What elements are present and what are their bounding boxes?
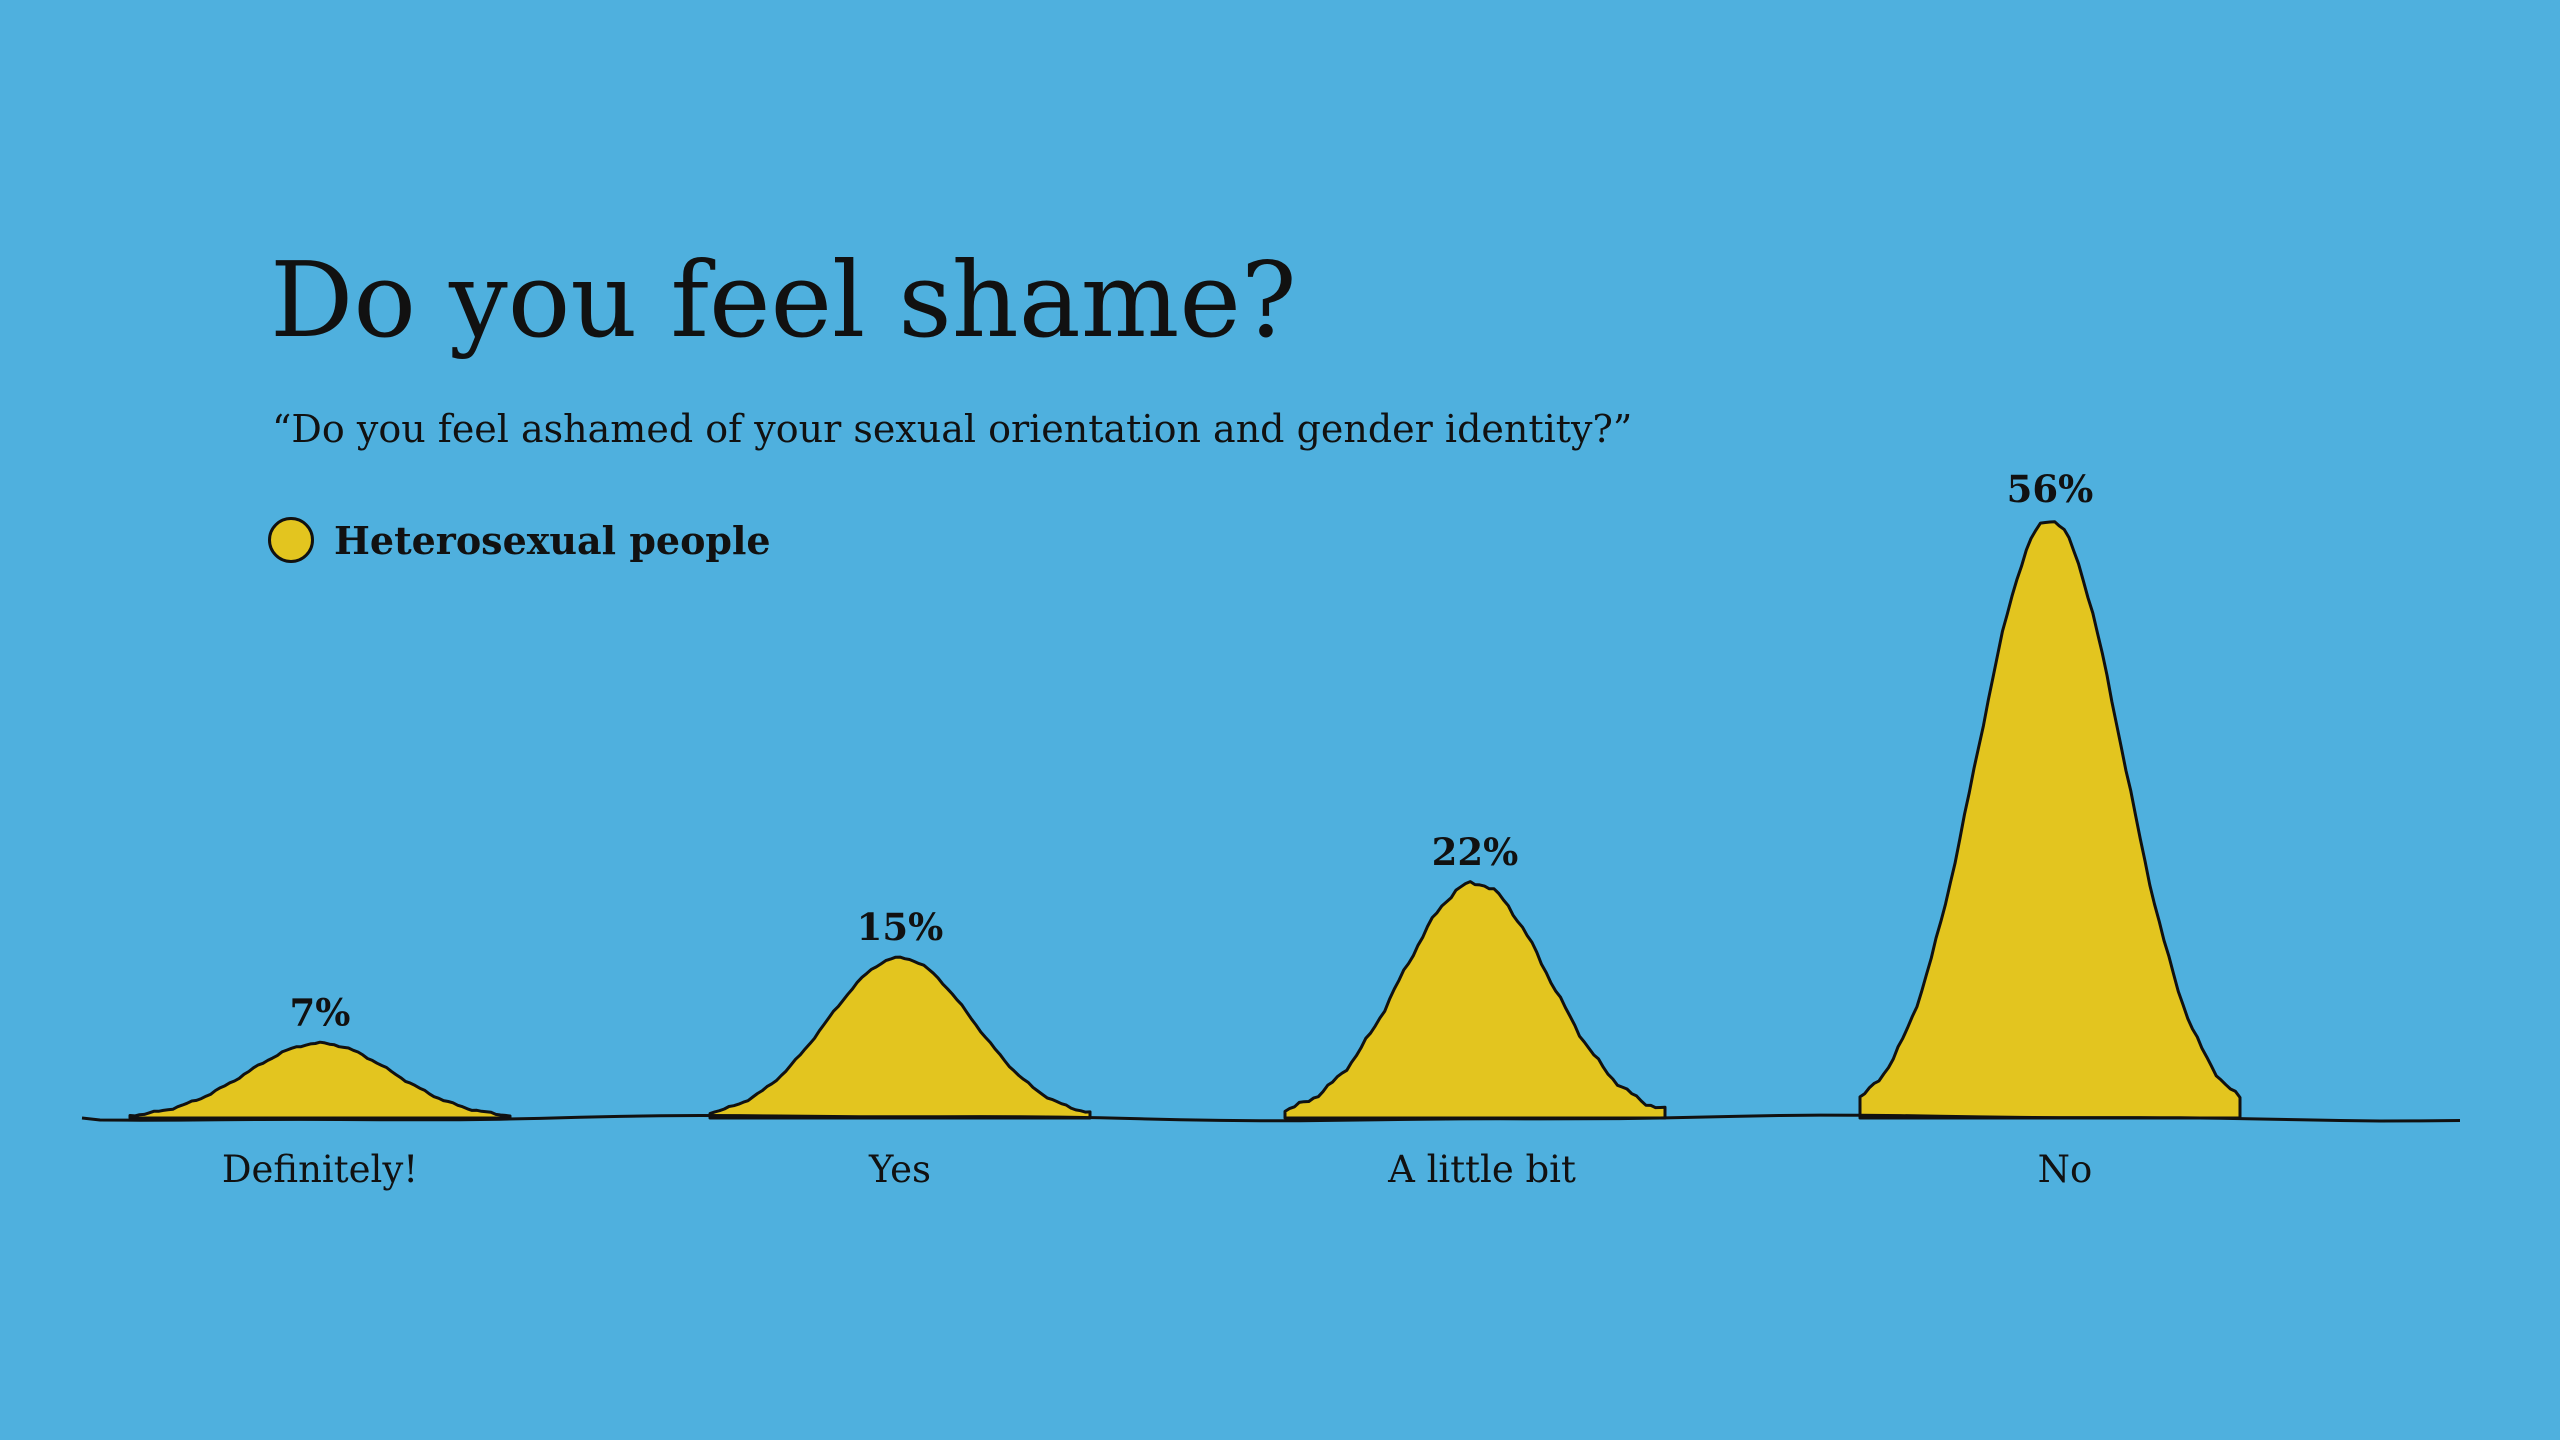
hump-0 — [128, 1040, 512, 1120]
legend: Heterosexual people — [268, 512, 771, 568]
hump-3 — [1858, 520, 2242, 1120]
chart-labels: 7% Definitely! 15% Yes 22% A little bit 56% No — [222, 467, 2093, 1191]
hump-1 — [708, 955, 1092, 1120]
category-label-0: Definitely! — [222, 1148, 418, 1191]
category-label-3: No — [2038, 1148, 2093, 1191]
category-label-1: Yes — [868, 1148, 931, 1191]
legend-swatch — [268, 517, 314, 563]
hump-2 — [1283, 880, 1667, 1120]
chart-subtitle: “Do you feel ashamed of your sexual orie… — [272, 407, 1633, 451]
category-label-2: A little bit — [1387, 1148, 1576, 1191]
value-label-0: 7% — [290, 990, 351, 1034]
chart-humps — [128, 520, 2242, 1120]
value-label-3: 56% — [2007, 467, 2094, 511]
chart-title: Do you feel shame? — [270, 239, 1297, 361]
value-label-2: 22% — [1432, 830, 1519, 874]
chart-baseline — [81, 1113, 2461, 1123]
legend-label: Heterosexual people — [334, 517, 771, 563]
value-label-1: 15% — [857, 905, 944, 949]
